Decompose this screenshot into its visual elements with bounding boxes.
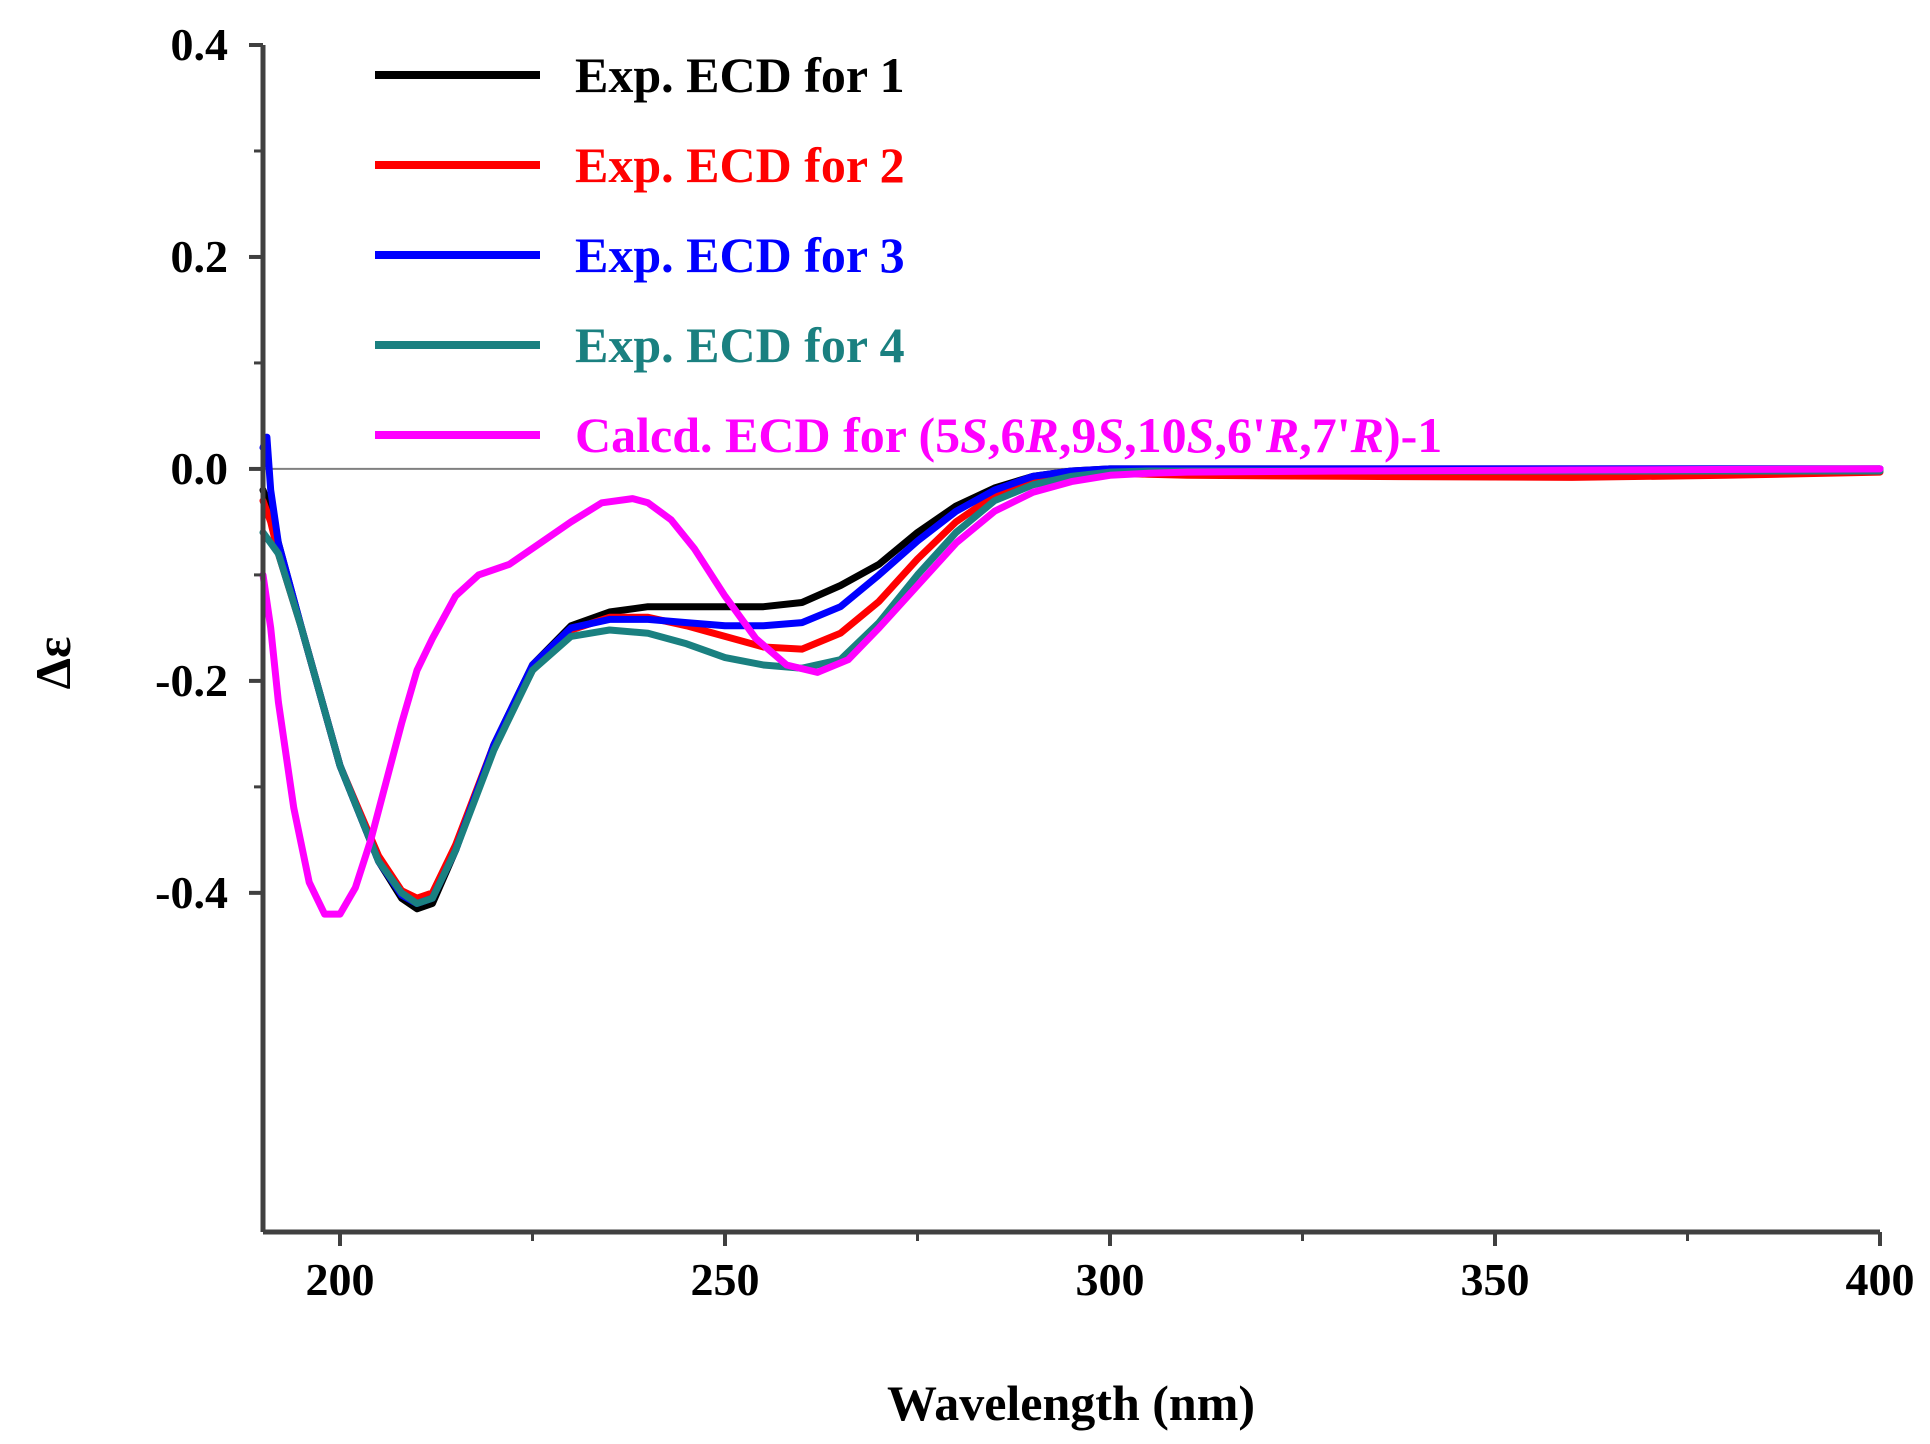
x-axis-title: Wavelength (nm) — [887, 1375, 1255, 1431]
series-line-2 — [259, 468, 1884, 902]
y-axis-title: Δε — [25, 637, 81, 690]
y-tick-label: 0.0 — [171, 443, 229, 494]
legend-label-2: Exp. ECD for 2 — [575, 137, 905, 193]
y-tick-label: -0.2 — [155, 655, 228, 706]
y-tick-label: 0.4 — [171, 19, 229, 70]
x-tick-label: 250 — [691, 1254, 760, 1305]
legend-label-5: Calcd. ECD for (5S,6R,9S,10S,6'R,7'R)-1 — [575, 407, 1442, 463]
series-line-5 — [259, 465, 1884, 918]
legend-label-4: Exp. ECD for 4 — [575, 317, 905, 373]
x-tick-label: 350 — [1461, 1254, 1530, 1305]
series-line-1 — [259, 465, 1884, 913]
legend-label-1: Exp. ECD for 1 — [575, 47, 905, 103]
legend-label-3: Exp. ECD for 3 — [575, 227, 905, 283]
x-tick-label: 400 — [1846, 1254, 1915, 1305]
y-tick-label: -0.4 — [155, 867, 228, 918]
y-tick-label: 0.2 — [171, 231, 229, 282]
series-line-3 — [259, 433, 1884, 907]
series-line-4 — [259, 467, 1884, 907]
x-tick-label: 300 — [1076, 1254, 1145, 1305]
x-tick-label: 200 — [306, 1254, 375, 1305]
